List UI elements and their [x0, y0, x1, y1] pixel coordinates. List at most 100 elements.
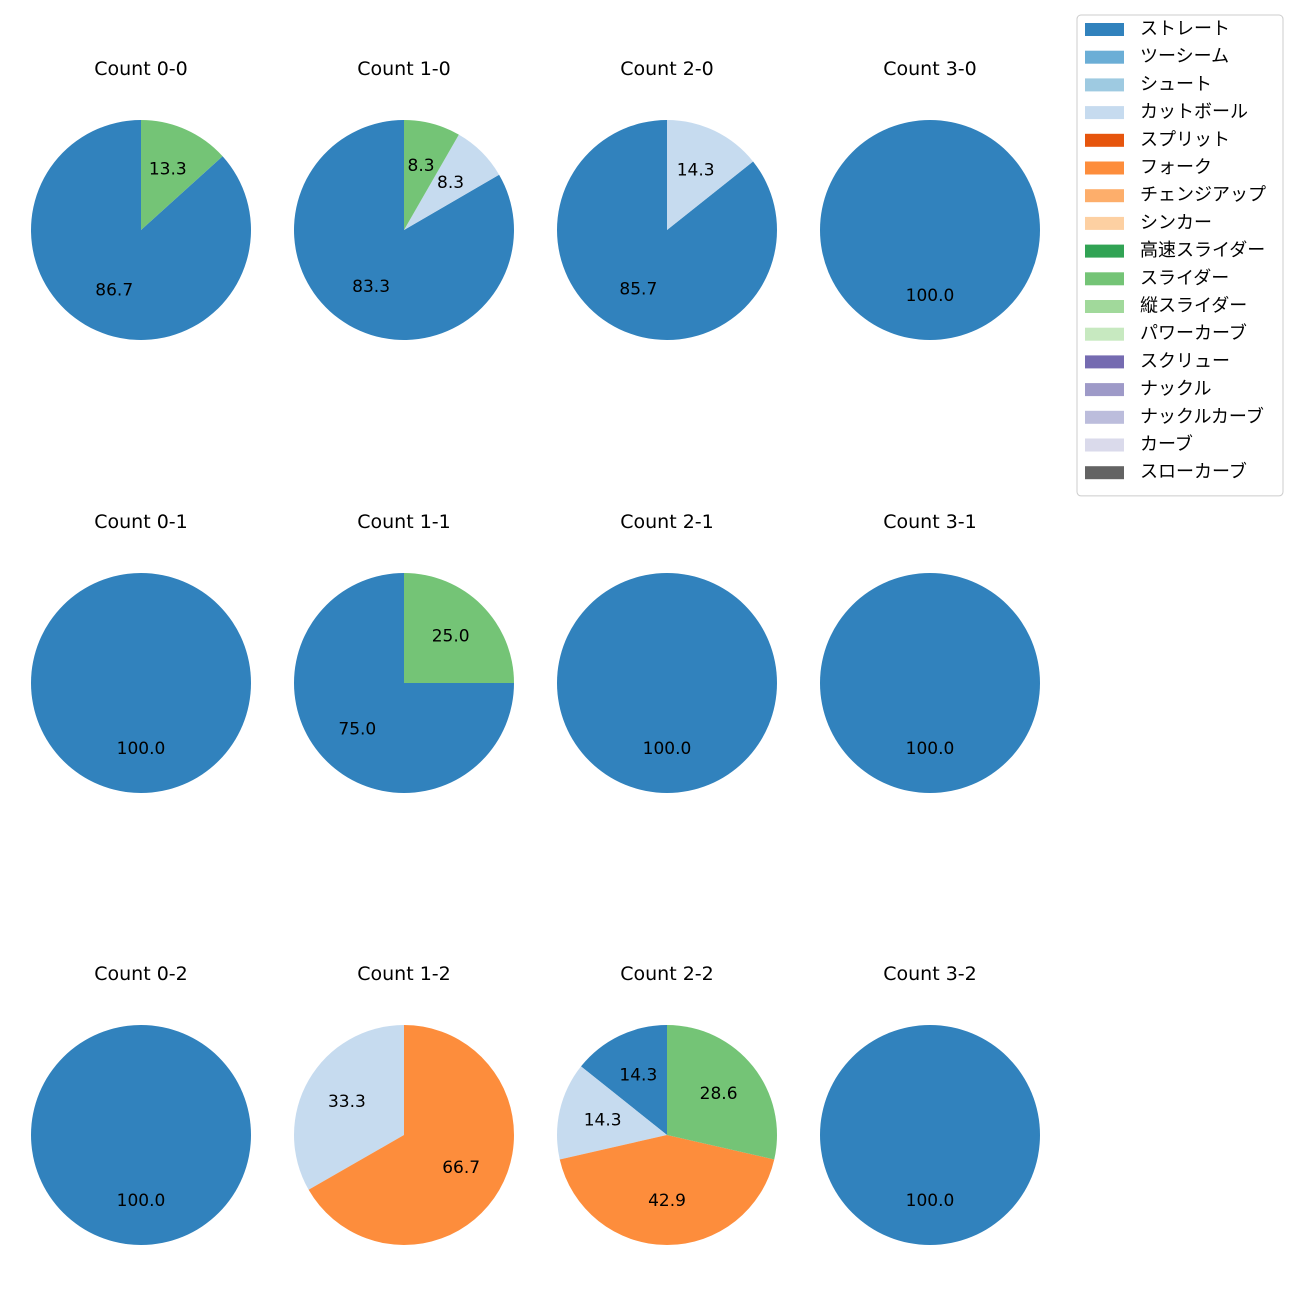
legend-swatch [1085, 383, 1124, 397]
slice-label: 100.0 [117, 739, 166, 759]
pie-slice-e382b9e383a9e382a4e38380e383bc [404, 120, 459, 230]
pie-chart: Count 1-1 75.0 25.0 [294, 511, 514, 793]
pie-slice-e382b9e38388e383ace383bce38388 [580, 1025, 667, 1135]
legend-swatch [1085, 161, 1124, 175]
chart-title: Count 0-2 [94, 963, 188, 985]
chart-title: Count 3-1 [883, 511, 977, 533]
pie-chart: Count 3-2 100.0 [820, 963, 1040, 1245]
legend-swatch [1085, 50, 1124, 64]
legend-item: 縦スライダー [1085, 296, 1247, 317]
legend-swatch [1085, 78, 1124, 92]
legend: ストレートツーシームシュートカットボールスプリットフォークチェンジアップシンカー… [1076, 14, 1284, 497]
legend-label: カットボール [1140, 102, 1248, 123]
slice-label: 100.0 [117, 1191, 166, 1211]
legend-label: ストレート [1140, 19, 1230, 40]
legend-swatch [1085, 23, 1124, 36]
legend-item: カーブ [1085, 433, 1193, 455]
slice-label: 66.7 [442, 1158, 480, 1178]
pie-chart: Count 2-1 100.0 [557, 511, 777, 793]
legend-swatch [1085, 189, 1124, 203]
legend-item: スローカーブ [1085, 461, 1247, 483]
slice-label: 8.3 [408, 156, 435, 176]
pie-chart: Count 2-0 85.7 14.3 [556, 58, 777, 340]
legend-item: ナックル [1085, 379, 1211, 400]
pie-slice-e382b9e38388e383ace383bce38388 [557, 573, 777, 793]
legend-item: ツーシーム [1085, 46, 1229, 67]
legend-frame [1076, 14, 1284, 497]
legend-swatch [1085, 300, 1124, 313]
pie-slice-e382b9e38388e383ace383bce38388 [820, 1025, 1040, 1245]
chart-title: Count 2-1 [620, 511, 714, 533]
legend-item: シンカー [1085, 212, 1212, 233]
legend-label: ナックルカーブ [1140, 405, 1264, 427]
pie-slice-e382b9e38388e383ace383bce38388 [556, 120, 777, 340]
slice-label: 75.0 [338, 720, 376, 740]
legend-swatch [1085, 410, 1124, 424]
legend-label: パワーカーブ [1140, 322, 1247, 344]
legend-swatch [1085, 133, 1124, 147]
pie-slice-e382b9e38388e383ace383bce38388 [31, 573, 251, 793]
slice-label: 85.7 [619, 279, 657, 299]
legend-item: カットボール [1085, 102, 1248, 123]
slice-label: 100.0 [906, 739, 955, 759]
chart-title: Count 1-0 [357, 58, 451, 80]
legend-swatch [1085, 272, 1124, 286]
pie-slice-e382b9e383a9e382a4e38380e383bc [141, 120, 223, 230]
legend-item: チェンジアップ [1085, 185, 1266, 206]
legend-item: ナックルカーブ [1085, 405, 1264, 427]
pie-slice-e382b9e383a9e382a4e38380e383bc [404, 573, 514, 683]
pie-slice-e38395e382a9e383bce382af [308, 1025, 514, 1245]
pie-chart: Count 2-2 14.3 14.3 42.9 28.6 [557, 963, 777, 1245]
pie-slice-e382abe38383e38388e3839ce383bce383ab [557, 1066, 667, 1160]
legend-swatch [1085, 327, 1124, 341]
pie-chart: Count 0-0 86.7 13.3 [30, 58, 251, 340]
pie-chart: Count 0-2 100.0 [31, 963, 251, 1245]
legend-item: スプリット [1085, 129, 1230, 150]
legend-swatch [1085, 355, 1124, 369]
legend-item: スライダー [1085, 268, 1229, 289]
pie-slice-e382abe38383e38388e3839ce383bce383ab [667, 119, 754, 230]
slice-label: 28.6 [700, 1084, 738, 1104]
pie-slice-e38395e382a9e383bce382af [559, 1135, 775, 1245]
legend-item: フォーク [1085, 157, 1212, 178]
pie-slice-e382b9e383a9e382a4e38380e383bc [667, 1025, 777, 1160]
slice-label: 100.0 [906, 1191, 955, 1211]
slice-label: 83.3 [352, 277, 390, 297]
slice-label: 14.3 [584, 1110, 622, 1130]
slice-label: 8.3 [437, 173, 464, 193]
slice-label: 14.3 [619, 1066, 657, 1086]
legend-label: スライダー [1140, 268, 1229, 289]
chart-title: Count 1-2 [357, 963, 451, 985]
legend-item: ストレート [1085, 19, 1230, 40]
legend-swatch [1085, 216, 1124, 230]
chart-title: Count 3-0 [883, 58, 977, 80]
legend-label: チェンジアップ [1140, 185, 1266, 206]
chart-title: Count 3-2 [883, 963, 977, 985]
slice-label: 100.0 [643, 739, 692, 759]
legend-label: 縦スライダー [1140, 296, 1247, 317]
chart-title: Count 2-0 [620, 58, 714, 80]
pie-chart: Count 3-0 100.0 [820, 58, 1040, 340]
legend-label: 高速スライダー [1140, 240, 1265, 261]
legend-item: スクリュー [1085, 351, 1230, 372]
legend-label: シンカー [1140, 212, 1212, 233]
legend-item: 高速スライダー [1085, 240, 1265, 261]
legend-label: スプリット [1140, 129, 1230, 150]
pie-chart: Count 3-1 100.0 [820, 511, 1040, 793]
pie-slice-e382b9e38388e383ace383bce38388 [820, 573, 1040, 793]
legend-swatch [1085, 106, 1124, 120]
slice-label: 25.0 [432, 626, 470, 646]
legend-item: シュート [1085, 74, 1212, 95]
pie-chart: Count 1-2 33.3 66.7 [294, 963, 514, 1245]
slice-label: 13.3 [149, 160, 187, 180]
legend-swatch [1085, 244, 1124, 258]
legend-label: ツーシーム [1140, 46, 1229, 67]
legend-label: カーブ [1140, 433, 1193, 455]
pie-slice-e382b9e38388e383ace383bce38388 [820, 120, 1040, 340]
legend-item: パワーカーブ [1085, 322, 1247, 344]
pie-chart: Count 1-0 83.3 8.38.3 [293, 58, 514, 340]
chart-title: Count 0-1 [94, 511, 188, 533]
slice-label: 14.3 [677, 161, 715, 181]
slice-label: 42.9 [648, 1191, 686, 1211]
